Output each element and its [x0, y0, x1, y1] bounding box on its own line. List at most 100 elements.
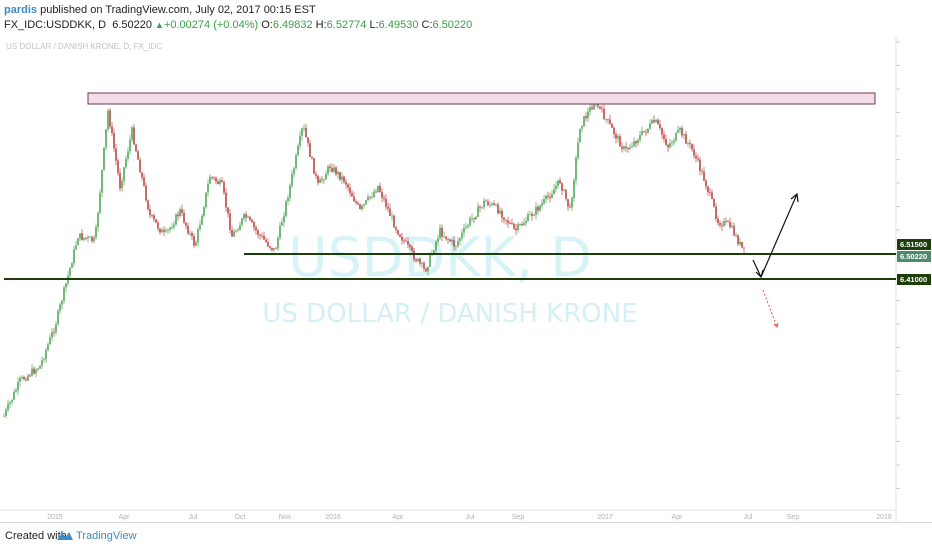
candle-body	[253, 222, 255, 228]
candle-body	[655, 119, 657, 123]
candle-body	[615, 134, 617, 139]
candle-body	[605, 119, 607, 120]
candle-body	[675, 132, 677, 141]
candle-body	[237, 230, 239, 232]
candle-body	[403, 240, 405, 242]
candle-body	[601, 108, 603, 109]
time-tick-label: Apr	[672, 514, 684, 521]
candle-body	[267, 242, 269, 247]
time-axis[interactable]: 2015 Apr Jul Oct Nov 2016 Apr Jul Sep 2017 Apr Jul S…	[47, 514, 892, 521]
candle-body	[231, 230, 233, 237]
candle-body	[115, 148, 117, 161]
candle-body	[481, 207, 483, 208]
time-tick-label: Apr	[393, 514, 405, 521]
candle-body	[471, 218, 473, 219]
candle-body	[659, 124, 661, 129]
candle-body	[327, 166, 329, 174]
candle-body	[543, 199, 545, 204]
created-with-text: Created with	[5, 530, 67, 542]
candle-body	[465, 226, 467, 228]
candle-body	[619, 136, 621, 147]
candle-body	[321, 179, 323, 181]
author-link[interactable]: pardis	[4, 4, 38, 16]
candle-body	[29, 375, 31, 377]
candle-body	[593, 104, 595, 110]
candle-body	[627, 148, 629, 149]
candle-body	[281, 222, 283, 226]
tradingview-brand-link[interactable]: TradingView	[76, 530, 137, 542]
candle-body	[565, 189, 567, 200]
candle-body	[633, 141, 635, 147]
candle-body	[583, 116, 585, 127]
resistance-zone[interactable]	[87, 92, 876, 105]
candle-body	[493, 203, 495, 205]
candle-body	[641, 131, 643, 135]
candle-body	[653, 120, 655, 123]
candle-body	[243, 214, 245, 219]
price-axis[interactable]	[896, 41, 900, 489]
candle-body	[391, 215, 393, 217]
candle-body	[697, 158, 699, 160]
candle-body	[171, 227, 173, 229]
time-tick-label: Nov	[279, 514, 292, 521]
candle-body	[293, 168, 295, 175]
candle-body	[163, 229, 165, 232]
candle-body	[357, 202, 359, 205]
candle-body	[663, 134, 665, 139]
candle-body	[469, 218, 471, 226]
projection-arrow-up[interactable]	[760, 192, 799, 278]
candle-body	[309, 143, 311, 157]
candle-body	[413, 250, 415, 260]
candle-body	[179, 209, 181, 217]
candle-body	[367, 196, 369, 200]
projection-arrow-alt[interactable]	[762, 289, 779, 328]
candle-body	[639, 134, 641, 141]
candle-body	[699, 159, 701, 171]
candle-body	[609, 119, 611, 124]
candle-body	[193, 236, 195, 246]
candle-body	[351, 193, 353, 197]
candle-body	[233, 231, 235, 237]
tradingview-logo-icon[interactable]	[56, 529, 74, 543]
price-chart[interactable]: US DOLLAR / DANISH KRONE, D, FX_IDC USDD…	[0, 36, 932, 522]
time-tick-label: Jul	[466, 514, 475, 521]
candle-body	[339, 172, 341, 180]
candle-body	[687, 143, 689, 144]
candle-body	[691, 143, 693, 150]
chart-area[interactable]: US DOLLAR / DANISH KRONE, D, FX_IDC USDD…	[0, 36, 932, 522]
price-tag-text: 6.50220	[900, 252, 927, 261]
candle-body	[513, 223, 515, 229]
candle-body	[721, 225, 723, 227]
candle-body	[503, 217, 505, 220]
low-value: 6.49530	[378, 19, 419, 31]
candle-body	[383, 197, 385, 199]
price-tag-support-lower: 6.41000	[897, 274, 931, 285]
candle-body	[305, 127, 307, 138]
candle-body	[23, 377, 25, 380]
candle-body	[247, 216, 249, 218]
candlestick-series	[3, 95, 745, 419]
candle-body	[323, 179, 325, 181]
candle-body	[157, 222, 159, 229]
price-change: +0.00274 (+0.04%)	[163, 19, 259, 31]
candle-body	[577, 142, 579, 158]
candle-body	[63, 287, 65, 301]
candle-body	[525, 221, 527, 224]
candle-body	[349, 187, 351, 193]
candle-body	[557, 180, 559, 186]
candle-body	[201, 216, 203, 225]
candle-body	[175, 214, 177, 225]
candle-body	[73, 249, 75, 264]
candle-body	[445, 236, 447, 239]
price-tag-last: 6.50220	[897, 251, 931, 262]
candle-body	[279, 225, 281, 238]
candle-body	[255, 227, 257, 231]
candle-body	[437, 238, 439, 242]
candle-body	[103, 147, 105, 170]
candle-body	[35, 369, 37, 374]
candle-body	[203, 207, 205, 217]
candle-body	[277, 238, 279, 249]
symbol-label: FX_IDC:USDDKK, D	[4, 19, 107, 31]
candle-body	[123, 167, 125, 181]
candle-body	[739, 241, 741, 245]
